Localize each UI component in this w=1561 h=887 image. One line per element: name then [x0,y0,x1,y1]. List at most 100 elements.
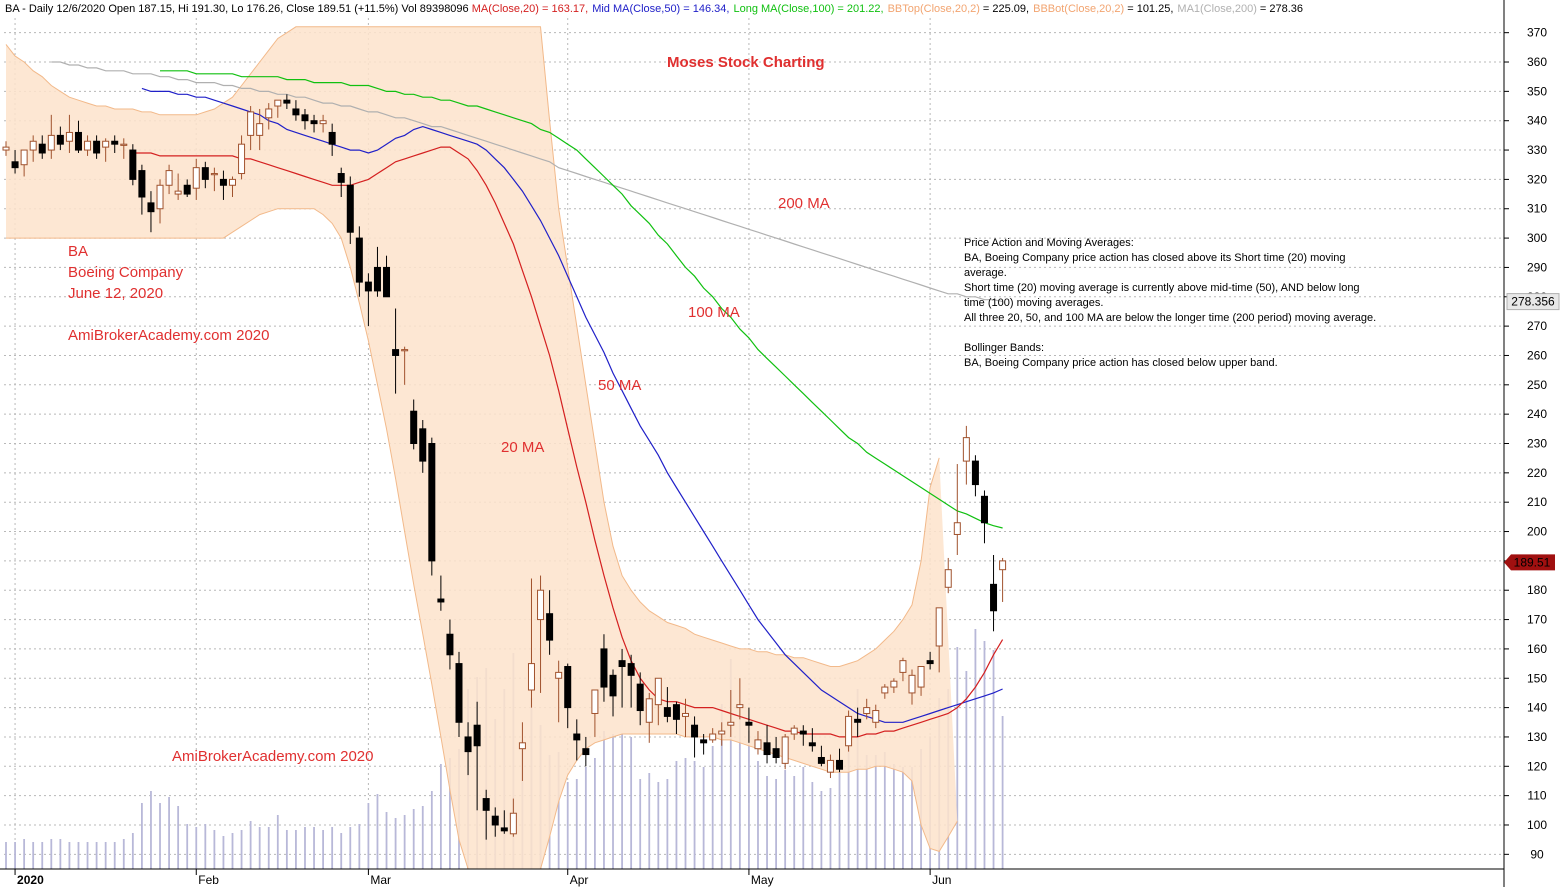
watermark-lower: AmiBrokerAcademy.com 2020 [172,748,373,765]
candlestick [274,99,282,118]
candlestick [799,725,807,746]
candle-body [156,184,164,210]
candlestick [917,666,925,696]
candlestick [138,164,146,215]
volume-bar [195,827,198,869]
candlestick [482,789,490,840]
volume-bar [376,794,379,869]
ma20-label: 20 MA [501,439,544,456]
candle-body [274,99,282,107]
candle-body [709,733,717,741]
ticker-label: BA [68,243,88,260]
x-tick-label: May [751,873,774,887]
candlestick [754,731,762,755]
volume-bar [285,830,288,869]
candle-body [899,660,907,673]
candle-body [364,281,372,292]
candle-body [591,689,599,714]
y-tick-label: 230 [1527,437,1547,451]
candlestick [537,575,545,693]
y-tick-label: 340 [1527,114,1547,128]
candle-body [636,683,644,712]
volume-bar [295,830,297,869]
candlestick [165,164,173,195]
candlestick [745,707,753,743]
candlestick [174,173,182,200]
candle-body [56,134,64,145]
analysis-notes: Price Action and Moving Averages: BA, Bo… [964,237,1376,369]
volume-bar [168,797,170,869]
candle-body [546,613,554,641]
x-tick-label: 2020 [17,873,44,887]
candle-body [147,202,155,213]
candle-body [926,660,934,665]
candlestick [600,634,608,702]
volume-bar [684,758,687,869]
volume-bar [883,752,886,869]
note-line: BA, Boeing Company price action has clos… [964,357,1278,369]
candlestick [663,687,671,723]
chart-header: BA - Daily 12/6/2020 Open 187.15, Hi 191… [5,3,1303,15]
candle-body [564,666,572,709]
candlestick [609,669,617,717]
candlestick [219,170,227,200]
candlestick [908,669,916,705]
note-line: average. [964,267,1007,279]
y-tick-label: 360 [1527,55,1547,69]
y-tick-label: 330 [1527,143,1547,157]
header-ma50: Mid MA(Close,50) = 146.34, [592,3,729,15]
candlestick [328,123,336,156]
candlestick [654,677,662,726]
volume-bar [856,689,859,869]
close-price-tag-text: 189.51 [1514,555,1551,569]
header-bbbot-name: BBBot(Close,20,2) [1033,3,1124,15]
volume-bar [231,833,234,869]
candle-body [772,748,780,758]
volume-bar [403,815,406,869]
candlestick [419,420,427,473]
bollinger-upper-line [5,26,940,667]
volume-bar [331,827,334,869]
header-bbbot-value: = 101.25, [1127,3,1173,15]
candlestick [700,734,708,755]
candle-body [29,140,37,151]
volume-bar [41,842,44,869]
volume-bar [430,791,433,869]
candlestick [192,158,200,200]
candlestick [772,736,780,764]
candlestick [210,167,218,192]
candlestick [65,114,73,153]
volume-bar [711,746,714,869]
volume-bar [612,734,614,869]
candlestick [364,273,372,327]
volume-bar [557,752,560,869]
candlestick [872,704,880,729]
candlestick [392,308,400,394]
candle-body [518,742,526,750]
candle-body [428,443,436,562]
volume-bar [358,824,361,869]
y-tick-label: 320 [1527,172,1547,186]
candle-body [301,114,309,122]
volume-bar [892,764,895,869]
candle-body [11,161,19,169]
candle-body [962,437,970,462]
candle-body [138,170,146,198]
header-prefix: BA - Daily 12/6/2020 Open 187.15, Hi 191… [5,3,472,15]
volume-bar [666,779,669,869]
candlestick [935,607,943,673]
candlestick [183,179,191,198]
candlestick [29,135,37,162]
candle-body [201,167,209,180]
y-tick-label: 270 [1527,319,1547,333]
note-line: BA, Boeing Company price action has clos… [964,252,1346,264]
company-label: Boeing Company [68,264,184,281]
ma200-line [51,61,1003,303]
volume-bar [322,830,324,869]
candlestick [473,701,481,811]
candle-body [763,742,771,756]
candle-body [537,589,545,621]
candle-body [102,140,110,148]
candlestick [500,810,508,834]
candle-body [618,660,626,668]
